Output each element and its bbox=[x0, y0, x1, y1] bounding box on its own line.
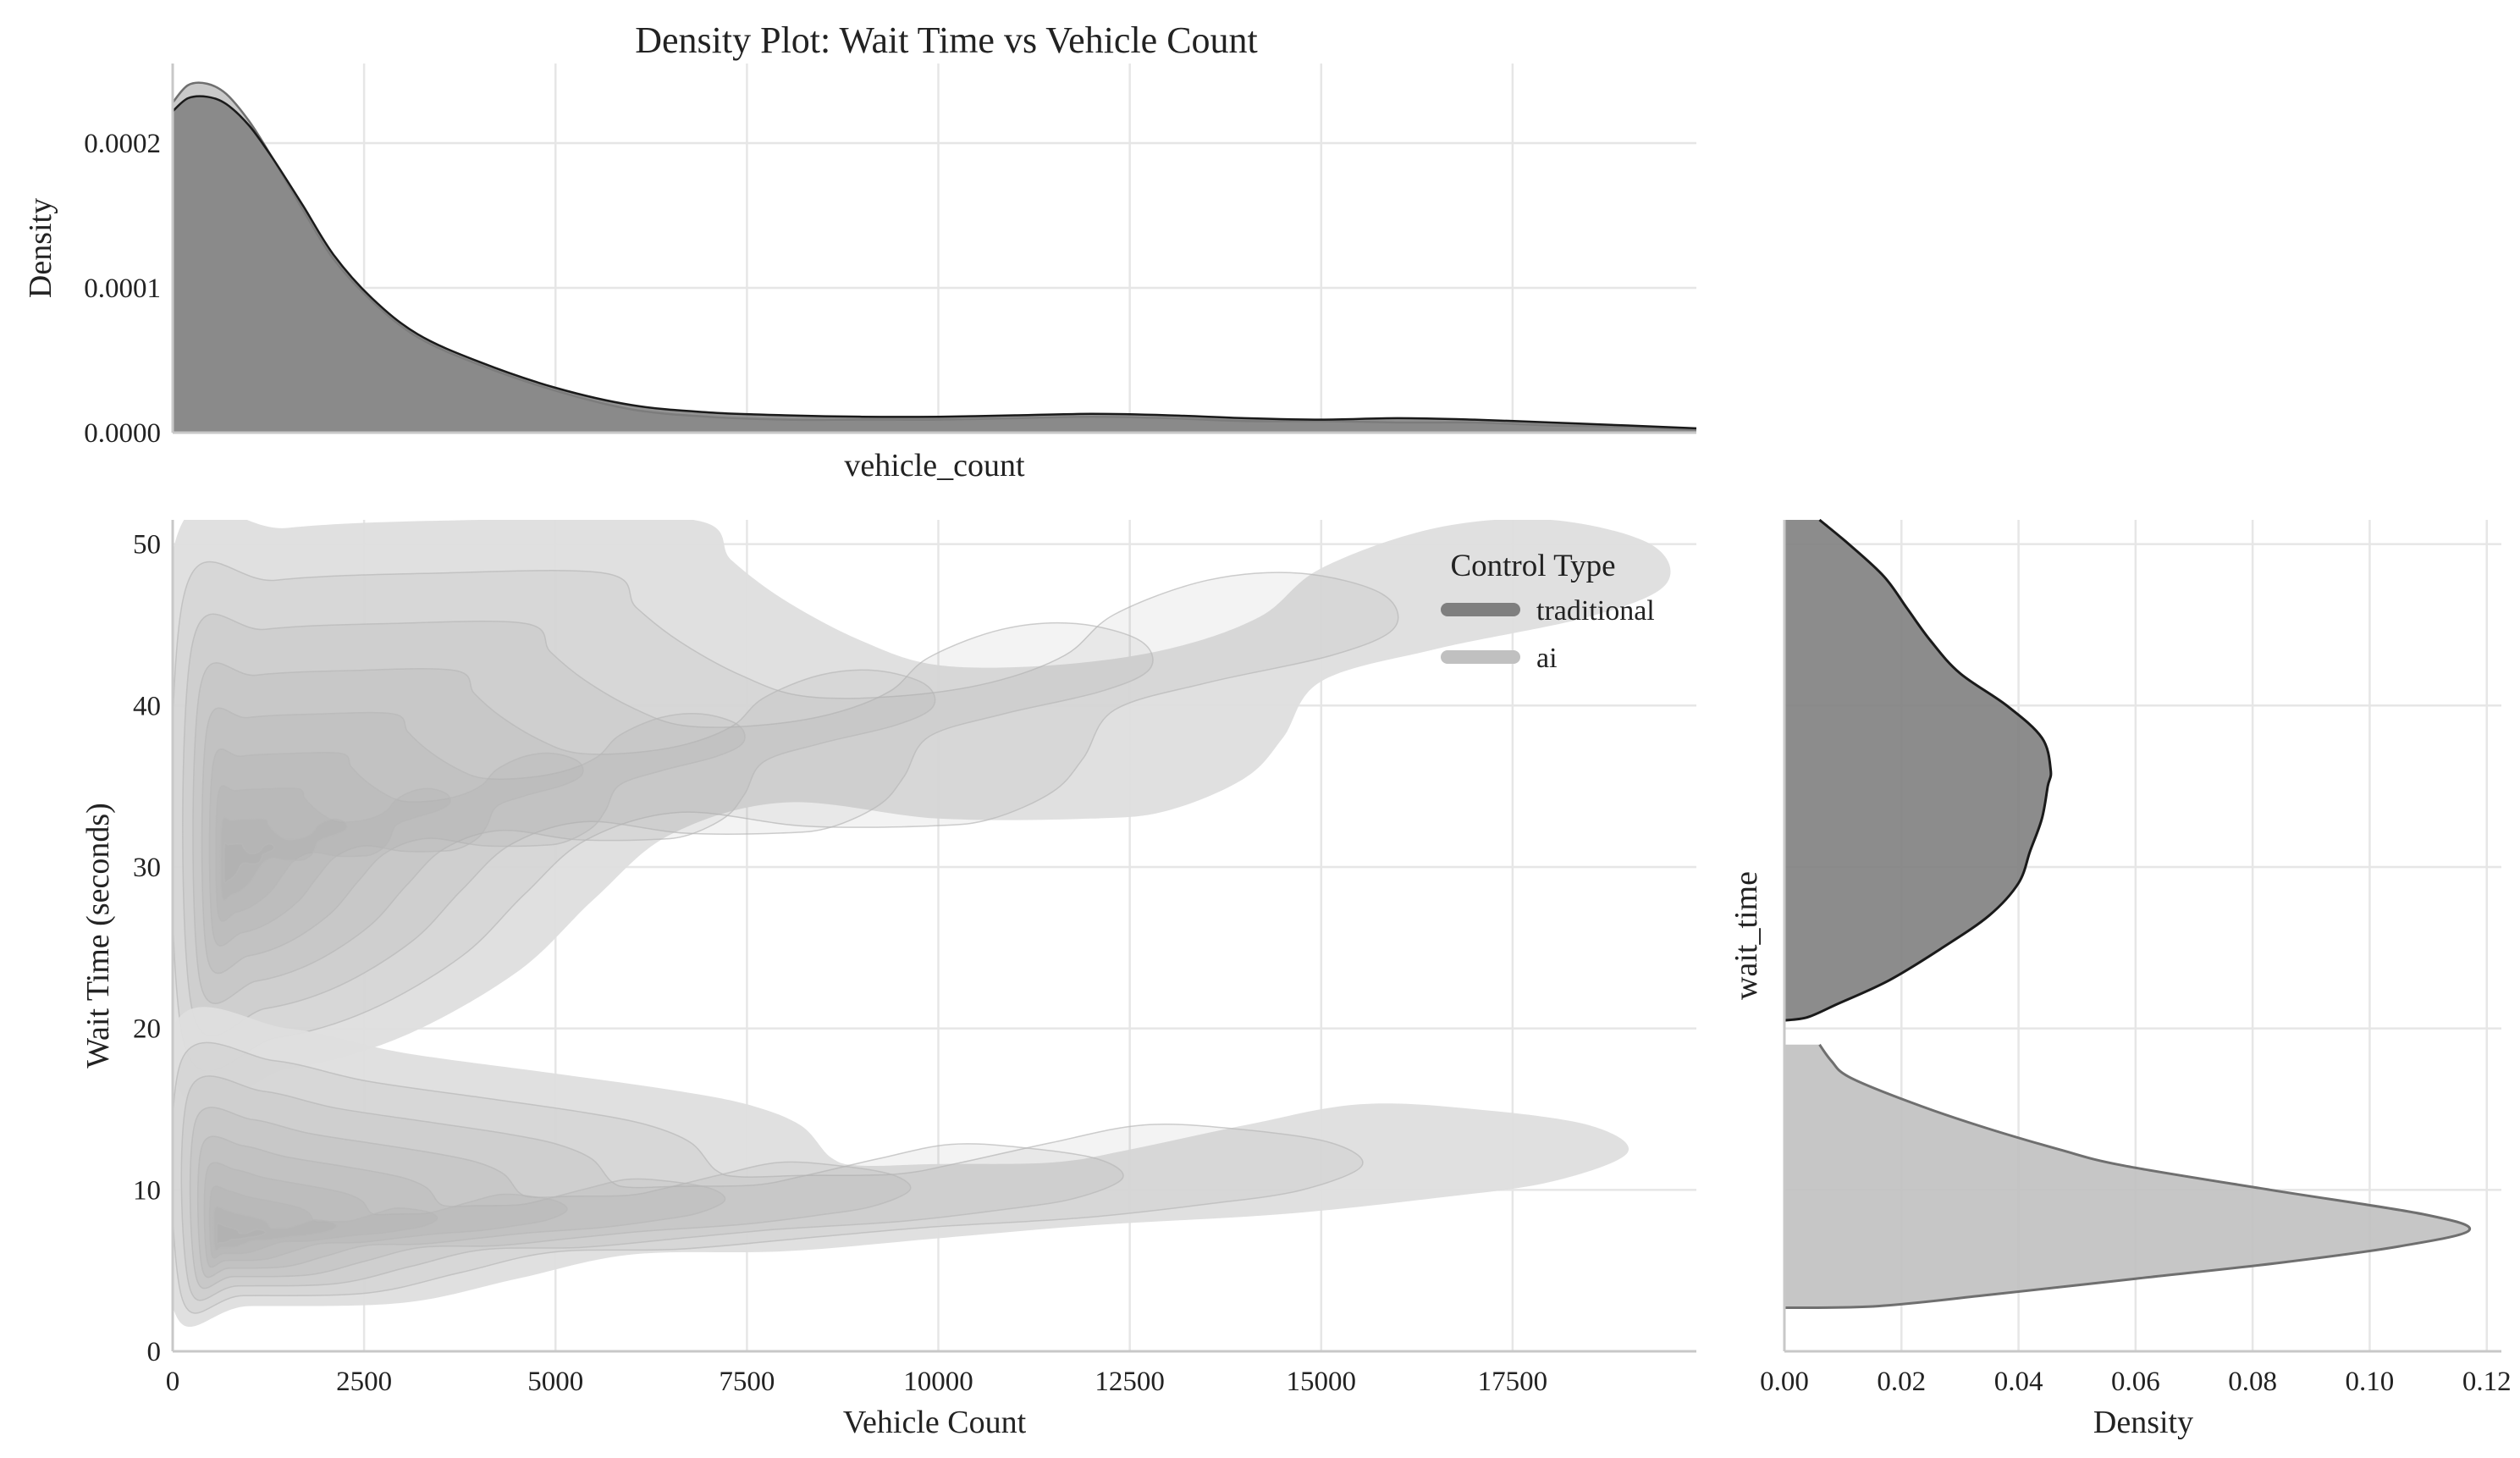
joint-y-tick-label: 20 bbox=[133, 1014, 161, 1045]
joint-y-tick-label: 50 bbox=[133, 530, 161, 561]
right-marginal-x-label: Density bbox=[2093, 1405, 2193, 1440]
right-x-tick-label: 0.02 bbox=[1877, 1367, 1926, 1397]
joint-x-ticks: 0 2500 5000 7500 10000 12500 15000 17500 bbox=[166, 1367, 1547, 1397]
right-area-traditional bbox=[1784, 520, 2051, 1021]
top-marginal-areas bbox=[172, 81, 1697, 433]
legend: Control Type traditional ai bbox=[1441, 549, 1655, 674]
kde-level-traditional-3 bbox=[192, 662, 936, 1004]
joint-x-tick-label: 7500 bbox=[719, 1367, 775, 1397]
top-line-traditional bbox=[172, 95, 1697, 430]
joint-y-ticks: 0 10 20 30 40 50 bbox=[133, 530, 161, 1367]
kde-level-ai-0 bbox=[173, 1007, 1629, 1327]
kde-level-traditional-7 bbox=[219, 816, 348, 901]
right-x-tick-label: 0.06 bbox=[2111, 1367, 2160, 1397]
joint-y-tick-label: 10 bbox=[133, 1175, 161, 1206]
top-area-traditional bbox=[173, 96, 1696, 433]
joint-kde-contours bbox=[173, 520, 1671, 1327]
kde-level-ai-7 bbox=[212, 1206, 338, 1251]
kde-cluster-ai bbox=[173, 1007, 1629, 1327]
joint-x-tick-label: 0 bbox=[166, 1367, 180, 1397]
joint-x-tick-label: 2500 bbox=[336, 1367, 392, 1397]
joint-kde-panel: 0 2500 5000 7500 10000 12500 15000 17500 0 10 20 3… bbox=[80, 520, 1696, 1440]
right-marginal-areas bbox=[1784, 518, 2472, 1309]
kde-level-ai-4 bbox=[196, 1135, 726, 1279]
top-y-tick-label: 0.0000 bbox=[84, 418, 161, 449]
chart-title: Density Plot: Wait Time vs Vehicle Count bbox=[635, 19, 1258, 61]
kde-cluster-traditional bbox=[173, 520, 1671, 1108]
top-y-tick-label: 0.0001 bbox=[84, 273, 161, 304]
right-x-tick-label: 0.00 bbox=[1760, 1367, 1809, 1397]
joint-x-label: Vehicle Count bbox=[843, 1405, 1027, 1440]
right-marginal-x-ticks: 0.00 0.02 0.04 0.06 0.08 0.10 0.12 bbox=[1760, 1367, 2511, 1397]
joint-y-tick-label: 40 bbox=[133, 691, 161, 721]
right-marginal-y-label: wait_time bbox=[1729, 871, 1764, 1000]
joint-y-tick-label: 0 bbox=[147, 1337, 162, 1367]
right-marginal-panel: 0.00 0.02 0.04 0.06 0.08 0.10 0.12 Density wai… bbox=[1729, 518, 2512, 1440]
joint-y-tick-label: 30 bbox=[133, 853, 161, 883]
right-line-ai bbox=[1784, 1043, 2472, 1309]
right-x-tick-label: 0.04 bbox=[1994, 1367, 2043, 1397]
kde-level-traditional-1 bbox=[173, 561, 1399, 1072]
joint-y-label: Wait Time (seconds) bbox=[80, 803, 116, 1069]
kde-level-ai-8 bbox=[216, 1222, 267, 1245]
right-line-traditional bbox=[1784, 518, 2053, 1022]
top-marginal-y-label: Density bbox=[23, 198, 58, 298]
joint-x-tick-label: 15000 bbox=[1287, 1367, 1357, 1397]
top-marginal-x-label: vehicle_count bbox=[844, 448, 1025, 483]
right-x-tick-label: 0.10 bbox=[2346, 1367, 2395, 1397]
kde-level-traditional-6 bbox=[215, 785, 451, 922]
joint-x-tick-label: 10000 bbox=[903, 1367, 973, 1397]
right-x-tick-label: 0.08 bbox=[2228, 1367, 2277, 1397]
top-y-tick-label: 0.0002 bbox=[84, 129, 161, 159]
top-marginal-panel: 0.0000 0.0001 0.0002 vehicle_count Density bbox=[23, 64, 1697, 483]
top-marginal-y-ticks: 0.0000 0.0001 0.0002 bbox=[84, 129, 161, 449]
joint-x-tick-label: 5000 bbox=[527, 1367, 583, 1397]
joint-x-tick-label: 17500 bbox=[1478, 1367, 1548, 1397]
legend-label-traditional: traditional bbox=[1536, 595, 1655, 627]
right-area-ai bbox=[1784, 1044, 2470, 1308]
legend-title: Control Type bbox=[1450, 549, 1615, 583]
right-x-tick-label: 0.12 bbox=[2462, 1367, 2512, 1397]
kde-level-ai-1 bbox=[173, 1041, 1364, 1314]
kde-level-traditional-5 bbox=[208, 748, 584, 947]
kde-level-traditional-0 bbox=[173, 520, 1671, 1108]
legend-label-ai: ai bbox=[1536, 643, 1558, 674]
kde-level-traditional-8 bbox=[223, 842, 275, 884]
joint-x-tick-label: 12500 bbox=[1095, 1367, 1165, 1397]
